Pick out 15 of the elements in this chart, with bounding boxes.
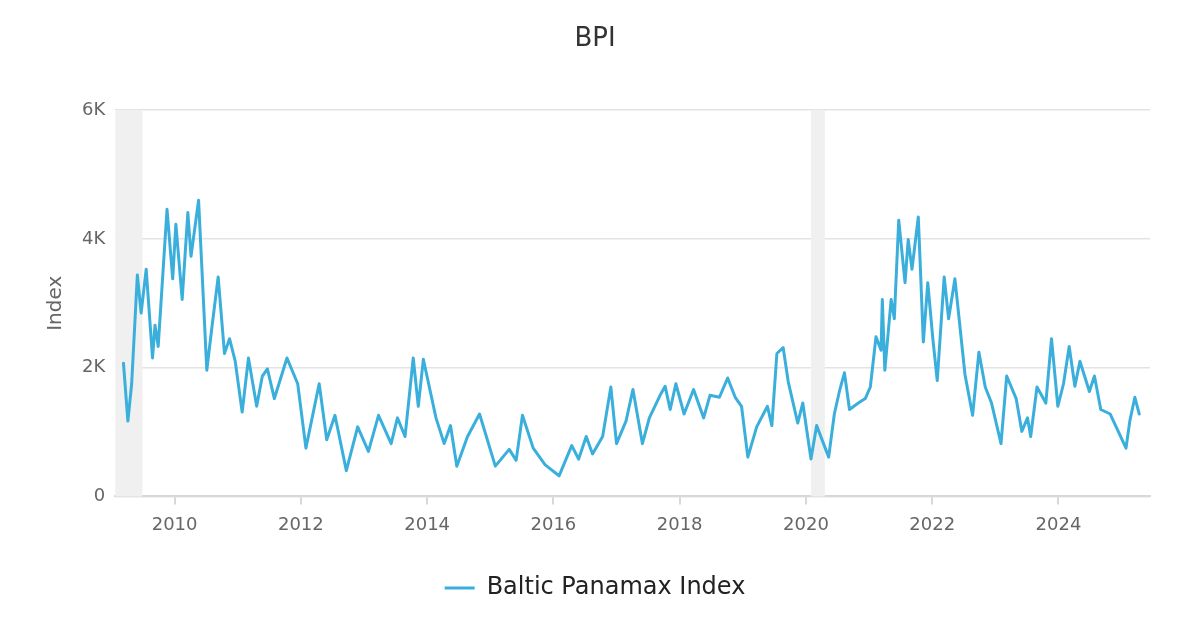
- y-tick-label: 6K: [81, 97, 107, 119]
- x-tick-label: 2018: [656, 512, 703, 534]
- y-tick-label: 4K: [81, 226, 107, 248]
- y-tick-label: 2K: [81, 355, 107, 377]
- x-tick-label: 2012: [277, 512, 324, 534]
- x-tick-label: 2014: [404, 512, 451, 534]
- x-tick-label: 2024: [1035, 512, 1082, 534]
- y-tick-label: 0: [93, 484, 106, 506]
- chart-title: BPI: [574, 22, 616, 53]
- x-tick-label: 2022: [909, 512, 956, 534]
- legend-label: Baltic Panamax Index: [486, 572, 746, 601]
- x-tick-label: 2010: [151, 512, 198, 534]
- y-axis-title: Index: [42, 275, 67, 331]
- x-tick-label: 2016: [530, 512, 577, 534]
- x-tick-label: 2020: [783, 512, 829, 534]
